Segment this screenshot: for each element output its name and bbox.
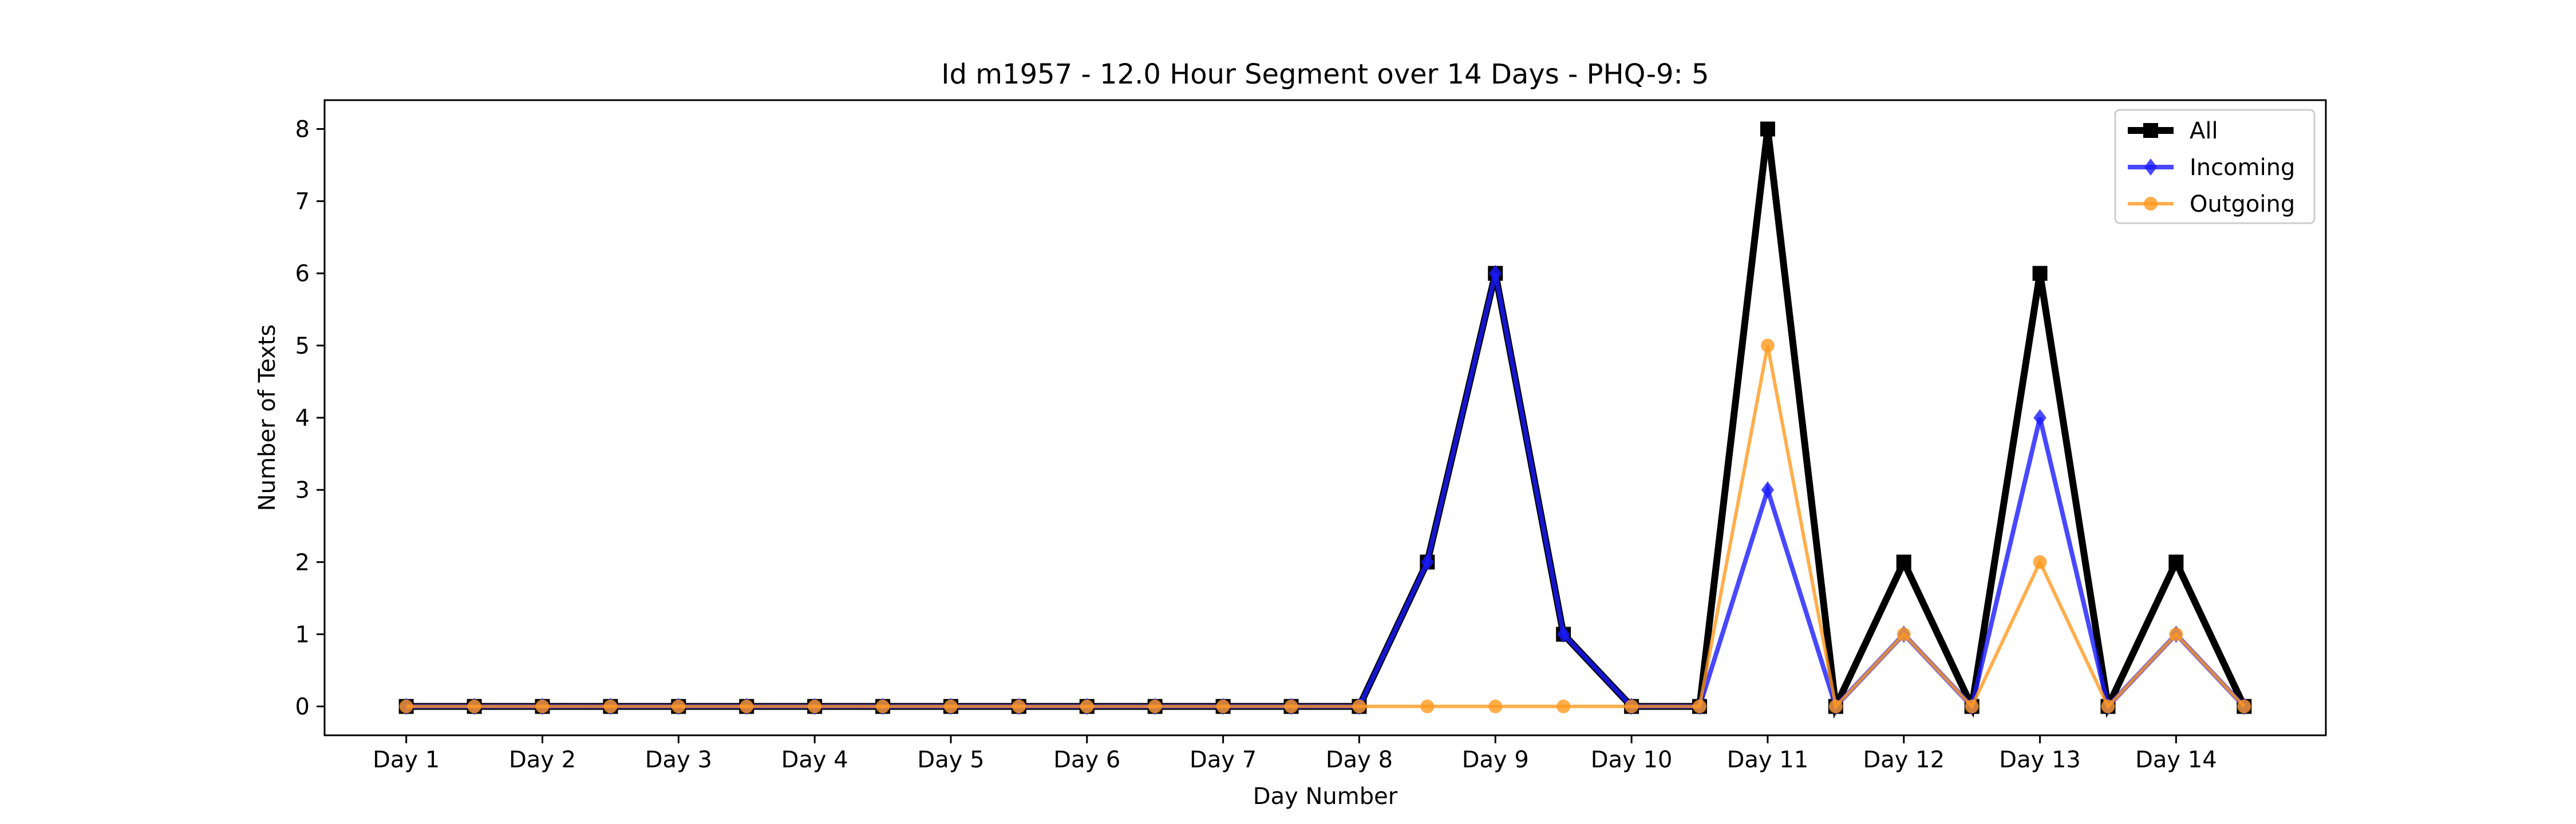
legend-label: Outgoing xyxy=(2190,191,2295,217)
data-point-outgoing xyxy=(2101,699,2115,714)
data-point-incoming xyxy=(1556,625,1570,643)
data-point-outgoing xyxy=(1012,699,1026,714)
data-point-outgoing xyxy=(467,699,481,714)
series-outgoing xyxy=(399,338,2251,714)
data-point-outgoing xyxy=(1080,699,1094,714)
x-tick-label: Day 14 xyxy=(2135,747,2217,773)
data-point-outgoing xyxy=(1352,699,1366,714)
data-point-outgoing xyxy=(1216,699,1230,714)
chart-title: Id m1957 - 12.0 Hour Segment over 14 Day… xyxy=(941,58,1709,90)
data-point-all xyxy=(2168,554,2184,570)
data-point-outgoing xyxy=(1420,699,1435,714)
data-point-outgoing xyxy=(399,699,413,714)
legend-swatch-marker xyxy=(2144,159,2158,176)
data-point-outgoing xyxy=(943,699,958,714)
x-tick-label: Day 12 xyxy=(1863,747,1945,773)
data-point-outgoing xyxy=(2169,627,2183,641)
y-tick-label: 6 xyxy=(295,261,310,287)
x-tick-label: Day 4 xyxy=(781,747,848,773)
data-point-all xyxy=(2032,266,2048,281)
data-point-outgoing xyxy=(671,699,686,714)
y-tick-label: 1 xyxy=(295,621,310,648)
y-tick-label: 7 xyxy=(295,189,310,215)
data-point-all xyxy=(1760,121,1775,137)
x-tick-label: Day 8 xyxy=(1326,747,1393,773)
y-tick-label: 5 xyxy=(295,333,310,359)
y-axis-label: Number of Texts xyxy=(254,324,280,511)
data-point-outgoing xyxy=(1148,699,1162,714)
y-tick-label: 0 xyxy=(295,694,310,720)
data-point-outgoing xyxy=(1488,699,1503,714)
x-tick-label: Day 5 xyxy=(917,747,984,773)
legend-label: Incoming xyxy=(2190,154,2295,181)
y-tick-label: 4 xyxy=(295,405,310,431)
legend-swatch-marker xyxy=(2143,123,2158,138)
legend-swatch-marker xyxy=(2144,197,2158,211)
data-point-incoming xyxy=(1761,481,1775,499)
data-point-outgoing xyxy=(876,699,890,714)
x-tick-label: Day 1 xyxy=(373,747,440,773)
data-point-outgoing xyxy=(2033,555,2047,569)
data-point-outgoing xyxy=(1965,699,1979,714)
x-tick-label: Day 7 xyxy=(1190,747,1257,773)
x-tick-label: Day 6 xyxy=(1053,747,1120,773)
y-tick-label: 8 xyxy=(295,116,310,142)
data-point-outgoing xyxy=(1625,699,1639,714)
data-point-outgoing xyxy=(1828,699,1843,714)
x-tick-label: Day 10 xyxy=(1591,747,1673,773)
data-point-outgoing xyxy=(1693,699,1707,714)
x-tick-label: Day 11 xyxy=(1727,747,1809,773)
x-tick-label: Day 2 xyxy=(509,747,576,773)
x-axis: Day 1 Day 2 Day 3 Day 4 Day 5 Day 6 Day 7 Day 8… xyxy=(373,735,2217,773)
data-point-incoming xyxy=(2033,409,2046,426)
data-point-outgoing xyxy=(535,699,550,714)
x-axis-label: Day Number xyxy=(1253,783,1398,810)
y-tick-label: 2 xyxy=(295,549,310,576)
data-point-incoming xyxy=(1489,264,1502,282)
data-point-outgoing xyxy=(603,699,618,714)
series-line-outgoing xyxy=(406,345,2246,710)
data-point-outgoing xyxy=(2237,699,2251,714)
data-point-outgoing xyxy=(740,699,754,714)
data-point-outgoing xyxy=(1284,699,1298,714)
x-tick-label: Day 13 xyxy=(1999,747,2081,773)
data-point-all xyxy=(1896,554,1911,570)
plot-area xyxy=(398,121,2252,719)
y-axis: 0 1 2 3 4 5 6 7 8 xyxy=(295,116,325,720)
data-point-outgoing xyxy=(1897,627,1911,641)
data-point-outgoing xyxy=(1556,699,1571,714)
legend-item-all: All xyxy=(2128,118,2218,144)
y-tick-label: 3 xyxy=(295,477,310,504)
data-point-outgoing xyxy=(1760,338,1775,352)
data-point-incoming xyxy=(1421,553,1434,571)
data-point-outgoing xyxy=(808,699,822,714)
legend: All Incoming Outgoing xyxy=(2114,109,2316,224)
legend-item-outgoing: Outgoing xyxy=(2128,191,2295,217)
legend-item-incoming: Incoming xyxy=(2128,154,2295,181)
legend-label: All xyxy=(2190,118,2218,144)
legend-box xyxy=(2114,109,2316,224)
x-tick-label: Day 3 xyxy=(645,747,712,773)
x-tick-label: Day 9 xyxy=(1462,747,1529,773)
